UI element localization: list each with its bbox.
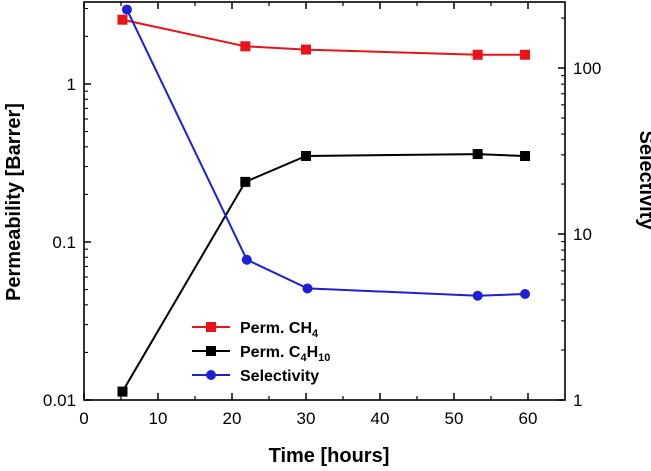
y-right-tick-label: 100	[573, 59, 601, 78]
x-tick-label: 50	[445, 409, 464, 428]
y-right-tick-label: 1	[573, 391, 582, 410]
data-point-ch4	[240, 41, 251, 52]
x-tick-label: 30	[297, 409, 316, 428]
legend-marker-ch4	[206, 322, 216, 332]
legend-label-c4h10: Perm. C4H10	[240, 344, 330, 364]
data-point-ch4	[301, 44, 311, 55]
legend-label-c4h10-main: Perm. C	[240, 344, 301, 361]
legend-label-c4h10-sub2: 10	[318, 352, 330, 364]
legend-label-selectivity: Selectivity	[240, 368, 319, 385]
x-tick-label: 20	[223, 409, 242, 428]
data-point-ch4	[472, 49, 483, 60]
y-right-tick-label: 10	[573, 225, 592, 244]
data-point-ch4	[520, 49, 531, 60]
x-tick-label: 40	[371, 409, 390, 428]
plot-lines	[121, 9, 526, 393]
data-point-c4h10	[301, 150, 311, 161]
y-left-tick-label: 0.1	[52, 233, 76, 252]
data-point-selectivity	[302, 283, 313, 294]
series-line-selectivity	[125, 9, 526, 297]
data-point-selectivity	[472, 290, 483, 301]
x-tick-label: 10	[149, 409, 168, 428]
data-point-c4h10	[520, 150, 531, 161]
legend: Perm. CH4 Perm. C4H10 Selectivity	[192, 320, 330, 385]
legend-label-ch4-main: Perm. CH	[240, 320, 312, 337]
data-point-c4h10	[117, 386, 128, 397]
plot-markers	[117, 4, 531, 397]
y-axis-left-title: Permeability [Barrer]	[3, 103, 25, 301]
data-point-ch4	[117, 14, 128, 25]
y-axis-right-title: Selectivity	[635, 131, 651, 231]
x-axis-title: Time [hours]	[269, 445, 390, 467]
data-point-c4h10	[240, 176, 251, 187]
legend-label-ch4: Perm. CH4	[240, 320, 319, 340]
x-tick-label: 0	[79, 409, 88, 428]
axes-ticks: 0 10 20 30 40 50 60 0.01 0.1 1 1 10 100	[43, 2, 601, 428]
x-tick-label: 60	[519, 409, 538, 428]
y-left-tick-label: 1	[67, 75, 76, 94]
legend-label-ch4-sub: 4	[312, 328, 319, 340]
legend-marker-c4h10	[206, 346, 216, 356]
data-point-selectivity	[121, 4, 132, 15]
legend-label-c4h10-sub: 4	[300, 352, 307, 364]
y-left-tick-label: 0.01	[43, 391, 76, 410]
legend-marker-selectivity	[206, 370, 216, 380]
data-point-selectivity	[520, 289, 531, 300]
data-point-selectivity	[241, 254, 252, 265]
data-point-c4h10	[472, 149, 483, 160]
series-line-ch4	[122, 18, 525, 56]
plot-frame	[83, 1, 566, 401]
legend-label-c4h10-mid: H	[307, 344, 319, 361]
